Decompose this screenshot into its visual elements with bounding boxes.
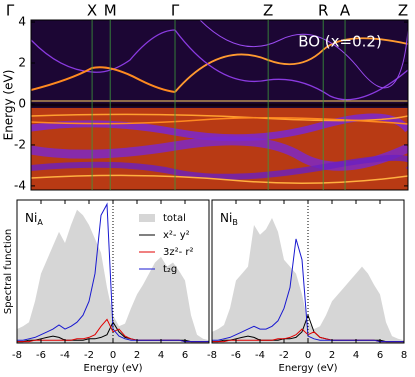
x-tick-label: -6 <box>36 350 46 361</box>
x-tick-label: 4 <box>158 350 164 361</box>
legend-label: t₂g <box>163 264 177 275</box>
legend-swatch <box>139 214 155 222</box>
panel-label-subscript: B <box>232 218 238 227</box>
x-tick-label: 4 <box>353 350 359 361</box>
y-tick-label: -4 <box>14 178 26 192</box>
x-tick-label: -4 <box>60 350 70 361</box>
x-tick-label: -2 <box>279 350 289 361</box>
line <box>212 238 404 343</box>
x-tick-label: -6 <box>231 350 241 361</box>
y-axis-title: Spectral function <box>3 229 14 314</box>
area <box>212 218 404 343</box>
x-tick-label: 0 <box>110 350 116 361</box>
legend-label: x²- y² <box>163 230 190 241</box>
x-tick-label: -8 <box>12 350 22 361</box>
y-tick-label: -2 <box>14 137 26 151</box>
x-axis-title: Energy (eV) <box>84 363 143 374</box>
panel-label: NiB <box>220 211 238 227</box>
panel-label-text: Ni <box>25 211 37 225</box>
panel-label: NiA <box>25 211 43 227</box>
x-tick-label: 2 <box>329 350 335 361</box>
k-point-label: Γ <box>171 2 180 20</box>
legend-label: total <box>163 213 186 224</box>
x-tick-label: 6 <box>377 350 383 361</box>
y-axis-title: Energy (eV) <box>2 70 16 141</box>
k-point-label: X <box>87 2 97 20</box>
annotation: BO (x=0.2) <box>298 33 382 51</box>
x-tick-label: -4 <box>255 350 265 361</box>
x-axis-title: Energy (eV) <box>279 363 338 374</box>
y-tick-label: 2 <box>18 56 26 70</box>
legend-label: 3z²- r² <box>163 247 194 258</box>
x-tick-label: 8 <box>401 350 407 361</box>
k-point-label: A <box>340 2 351 20</box>
x-tick-label: -2 <box>84 350 94 361</box>
x-tick-label: 0 <box>305 350 311 361</box>
k-point-label: M <box>104 2 117 20</box>
x-tick-label: 2 <box>134 350 140 361</box>
k-point-label: Γ <box>6 2 15 20</box>
area <box>17 209 209 343</box>
k-point-label: Z <box>398 2 408 20</box>
band-frame <box>30 19 409 191</box>
panel-label-subscript: A <box>37 218 43 227</box>
x-tick-label: -8 <box>207 350 217 361</box>
y-tick-label: 0 <box>18 96 26 110</box>
k-point-label: Z <box>263 2 273 20</box>
y-tick-label: 4 <box>18 15 26 29</box>
x-tick-label: 6 <box>182 350 188 361</box>
panel-label-text: Ni <box>220 211 232 225</box>
k-point-label: R <box>318 2 328 20</box>
